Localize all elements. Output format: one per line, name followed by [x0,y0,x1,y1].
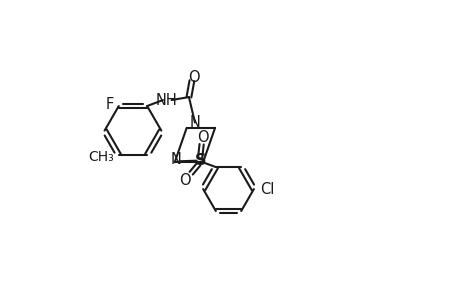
Text: N: N [189,115,200,130]
Text: O: O [197,130,208,145]
Text: CH₃: CH₃ [88,150,114,164]
Text: O: O [188,70,200,85]
Text: Cl: Cl [260,182,274,196]
Text: N: N [170,152,181,167]
Text: O: O [179,173,190,188]
Text: S: S [194,153,206,168]
Text: F: F [105,97,113,112]
Text: NH: NH [155,93,177,108]
